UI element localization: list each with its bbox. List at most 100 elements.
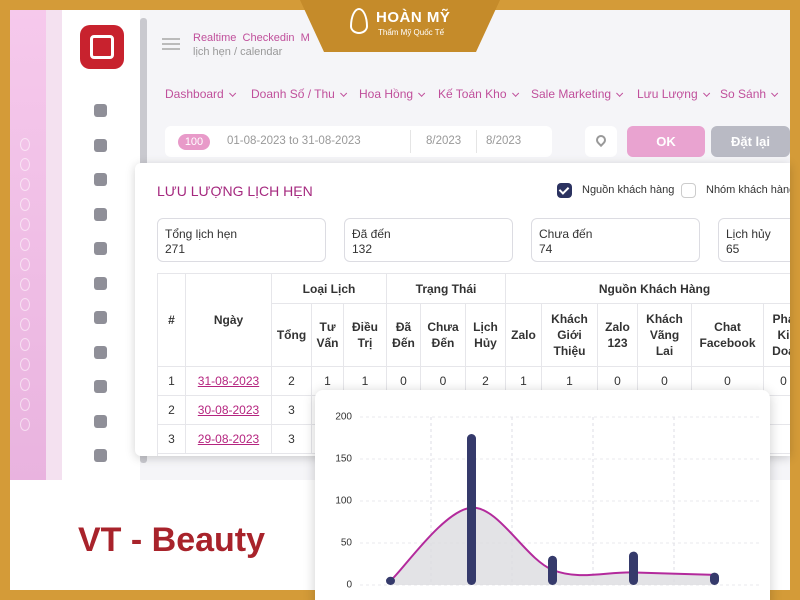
y-tick-label: 100 [335,496,352,507]
stat-box: Lịch hủy 65 [718,218,790,262]
row-header: Ngày [186,274,272,367]
table-cell[interactable]: 31-08-2023 [186,367,272,396]
column-header: Lịch Hủy [466,304,506,367]
app-logo[interactable] [80,25,124,69]
table-cell [764,425,790,454]
table-cell: 2 [158,396,186,425]
y-tick-label: 200 [335,412,352,423]
footer-brand: VT - Beauty [78,521,266,559]
y-tick-label: 0 [346,580,352,591]
stat-box: Tổng lịch hẹn 271 [157,218,326,262]
stat-box: Chưa đến 74 [531,218,700,262]
table-cell: 1 [158,367,186,396]
strip-dot [20,178,30,191]
location-button[interactable] [585,126,617,157]
menu-button[interactable] [162,38,180,40]
nav-item[interactable]: Kế Toán Kho [438,87,516,101]
sidebar-icon[interactable] [94,242,107,255]
strip-dot [20,258,30,271]
y-tick-label: 50 [341,538,353,549]
column-header: Khách Vãng Lai [638,304,692,367]
column-header: Zalo [506,304,542,367]
column-header: Chưa Đến [421,304,466,367]
nav-item[interactable]: Hoa Hồng [359,87,422,101]
sidebar-icon[interactable] [94,415,107,428]
strip-dot [20,198,30,211]
strip-dot [20,138,30,151]
reset-button[interactable]: Đặt lại [711,126,790,157]
nav-item[interactable]: Sale Marketing [531,87,620,101]
header-tab[interactable]: Realtime [193,32,237,44]
column-header: Đã Đến [387,304,421,367]
checkbox[interactable] [681,183,696,198]
bar [548,555,557,585]
stat-value: 271 [165,242,186,256]
strip-dot [20,378,30,391]
count-badge: 100 [178,134,210,150]
nav-item[interactable]: Lưu Lượng [637,87,707,101]
group-header: Trạng Thái [387,274,506,304]
logo-mark [90,35,114,59]
stat-label: Lịch hủy [726,227,771,241]
bar [629,551,638,585]
nav-item[interactable]: Doanh Số / Thu [251,87,344,101]
y-tick-label: 150 [335,454,352,465]
column-header: Tổng [272,304,312,367]
table-cell[interactable]: 29-08-2023 [186,425,272,454]
strip-dot [20,158,30,171]
header-tab[interactable]: M [300,32,310,44]
table-cell: 0 [764,367,790,396]
stat-value: 74 [539,242,553,256]
brand-badge [300,0,500,52]
nav-item[interactable]: So Sánh [720,87,775,101]
sidebar-icon[interactable] [94,104,107,117]
sidebar-icon[interactable] [94,139,107,152]
strip-dot [20,218,30,231]
sidebar-icon[interactable] [94,380,107,393]
nav-item[interactable]: Dashboard [165,87,233,101]
table-cell[interactable]: 30-08-2023 [186,396,272,425]
stat-box: Đã đến 132 [344,218,513,262]
month-from[interactable]: 8/2023 [426,135,462,147]
sidebar-icon[interactable] [94,208,107,221]
stat-label: Chưa đến [539,227,593,241]
brand-name: HOÀN MỸ [376,9,451,26]
column-header: Zalo 123 [598,304,638,367]
group-header: Loại Lịch [272,274,387,304]
option-label: Nguồn khách hàng [582,184,675,196]
stat-label: Đã đến [352,227,391,241]
header-tabs: Realtime Checkedin M [193,32,310,44]
filter-bar [165,126,552,157]
column-header: Khách Giới Thiệu [542,304,598,367]
strip-dot [20,238,30,251]
table-cell: 3 [158,425,186,454]
bar [710,572,719,585]
ok-button[interactable]: OK [627,126,705,157]
group-header: Nguồn Khách Hàng [506,274,790,304]
strip-dot [20,278,30,291]
sidebar-icon[interactable] [94,449,107,462]
brand-icon [350,8,368,34]
sidebar-icon[interactable] [94,173,107,186]
table-cell [764,396,790,425]
sidebar-icon[interactable] [94,311,107,324]
row-header: # [158,274,186,367]
strip-dot [20,318,30,331]
header-tab[interactable]: Checkedin [242,32,295,44]
date-range[interactable]: 01-08-2023 to 31-08-2023 [227,135,361,147]
month-to[interactable]: 8/2023 [486,135,522,147]
option-label: Nhóm khách hàng [706,184,790,196]
column-header: Tư Vấn [312,304,344,367]
table-cell: 2 [272,367,312,396]
sidebar-icon[interactable] [94,277,107,290]
column-header: Phả Ki Doa [764,304,790,367]
stat-value: 132 [352,242,373,256]
strip-dot [20,358,30,371]
table-cell: 3 [272,396,312,425]
sidebar-icon[interactable] [94,346,107,359]
column-header: Điều Trị [344,304,387,367]
strip-dot [20,418,30,431]
divider [410,130,411,153]
checkbox[interactable] [557,183,572,198]
stat-label: Tổng lịch hẹn [165,227,238,241]
